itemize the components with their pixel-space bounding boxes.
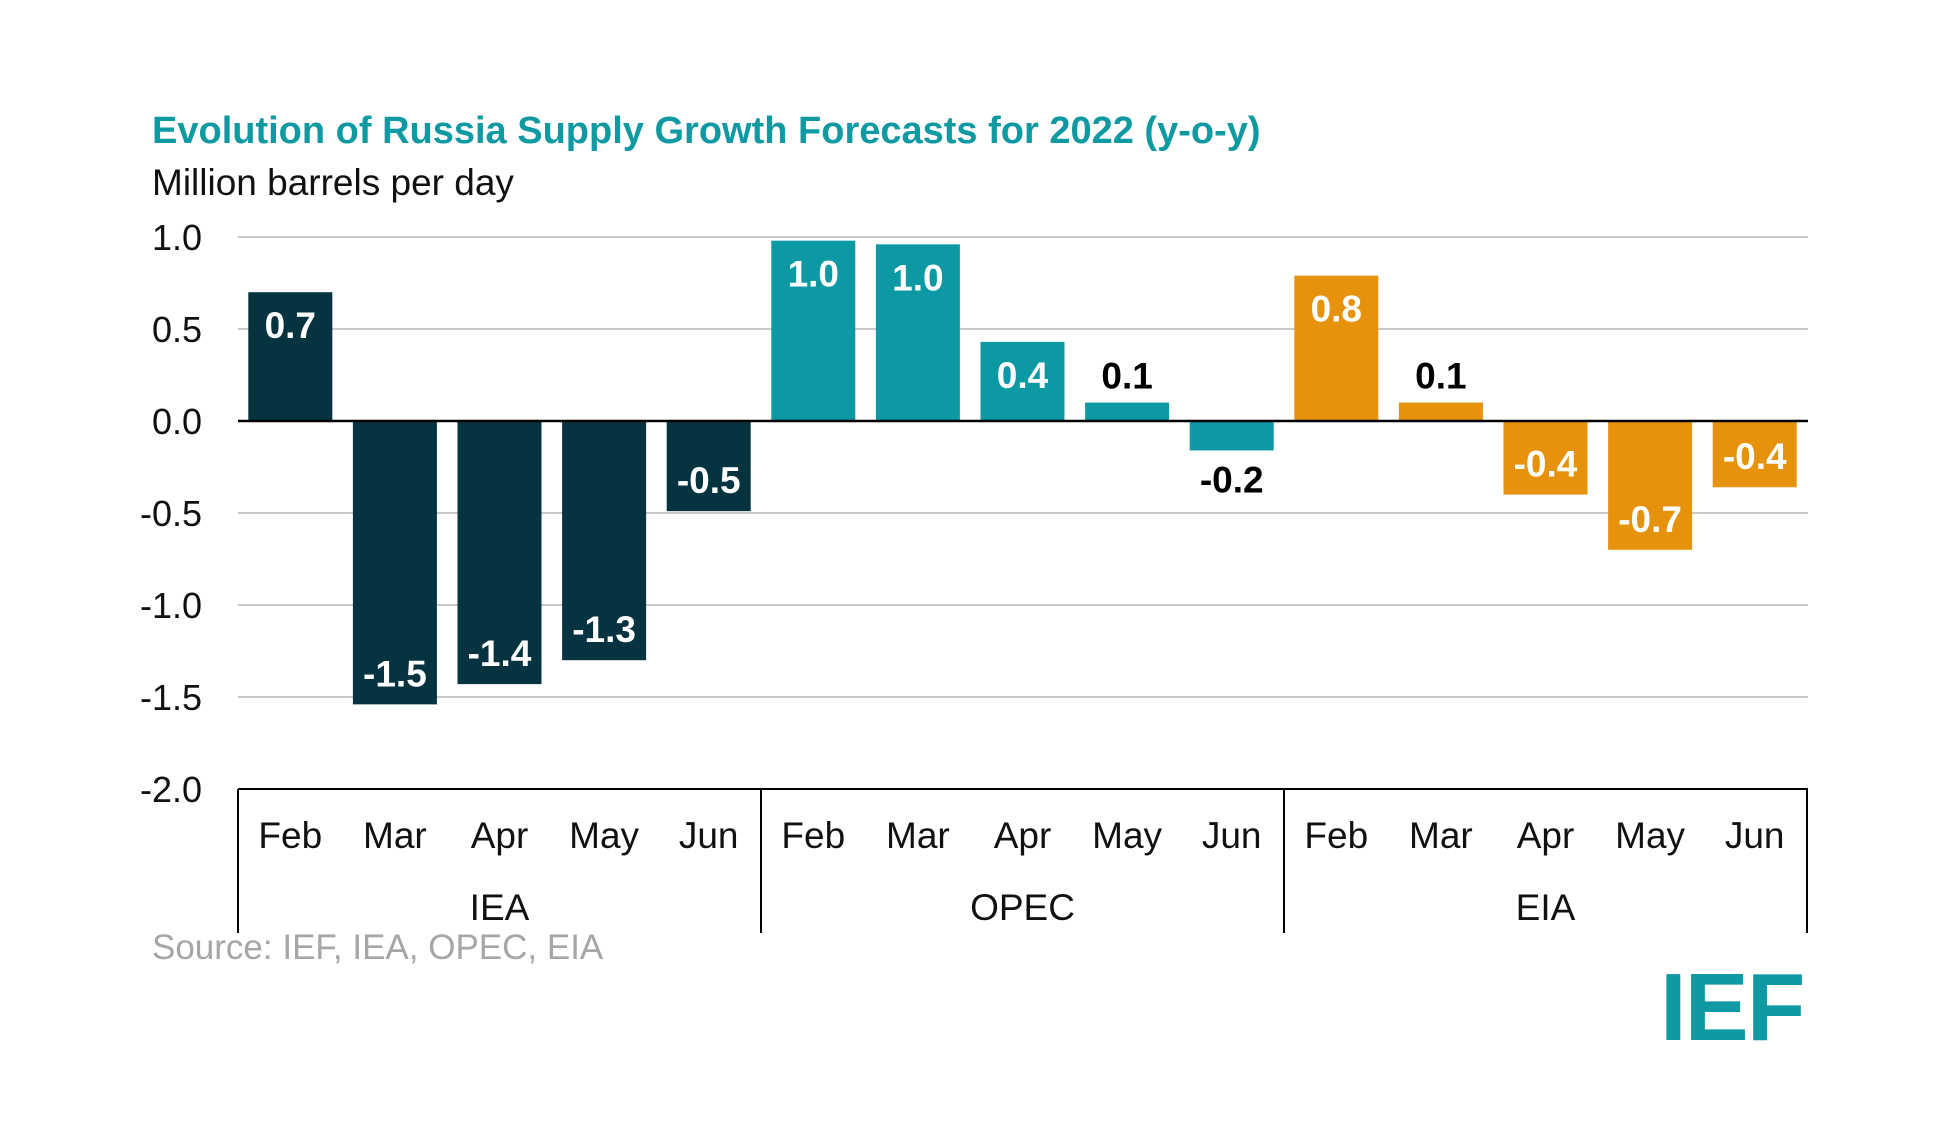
bar-opec-apr <box>980 341 1065 421</box>
data-label: -1.3 <box>572 609 636 650</box>
data-label: -1.5 <box>363 653 427 694</box>
x-tick-label: May <box>1092 815 1162 856</box>
data-label: -0.7 <box>1618 499 1682 540</box>
bar-iea-mar <box>352 421 437 705</box>
x-axis: Feb Mar Apr May Jun Feb Mar Apr May Jun Feb Mar Apr M… <box>237 419 1808 933</box>
chart-subtitle: Million barrels per day <box>152 162 514 203</box>
data-label: 1.0 <box>892 257 943 298</box>
data-label: 1.0 <box>788 254 839 295</box>
bar-eia-feb <box>1294 275 1379 421</box>
data-label: 0.8 <box>1311 289 1362 330</box>
bar-eia-jun <box>1712 421 1797 488</box>
data-label: 0.1 <box>1415 356 1466 397</box>
group-label-iea: IEA <box>470 887 530 928</box>
x-tick-label: Jun <box>679 815 739 856</box>
x-tick-label: Feb <box>258 815 322 856</box>
x-tick-label: Apr <box>1517 815 1575 856</box>
bar-eia-mar <box>1398 402 1483 421</box>
bar-opec-mar <box>875 244 960 421</box>
x-tick-label: Apr <box>471 815 529 856</box>
data-label: 0.7 <box>265 305 316 346</box>
x-tick-label: Feb <box>781 815 845 856</box>
x-tick-label: May <box>569 815 639 856</box>
chart-title: Evolution of Russia Supply Growth Foreca… <box>152 110 1261 152</box>
data-label: -0.4 <box>1514 444 1578 485</box>
bar-opec-jun <box>1189 421 1274 451</box>
data-label: -0.5 <box>677 460 741 501</box>
bar-iea-feb <box>248 292 333 421</box>
source-note: Source: IEF, IEA, OPEC, EIA <box>152 928 604 967</box>
y-tick-label: -0.5 <box>140 493 202 534</box>
x-tick-label: Mar <box>1409 815 1473 856</box>
y-axis-ticks: 1.0 0.5 0.0 -0.5 -1.0 -1.5 -2.0 <box>140 217 202 810</box>
data-labels: 0.7 -1.5 -1.4 -1.3 -0.5 1.0 1.0 0.4 0.1 -0.2 0.8 0.… <box>265 254 1787 695</box>
data-label: 0.1 <box>1101 356 1152 397</box>
y-tick-label: 0.5 <box>152 309 202 350</box>
bar-iea-may <box>562 421 647 661</box>
x-tick-label: Apr <box>994 815 1052 856</box>
y-tick-label: -2.0 <box>140 769 202 810</box>
bar-eia-may <box>1608 421 1693 550</box>
group-label-opec: OPEC <box>970 887 1075 928</box>
x-tick-label: Jun <box>1202 815 1262 856</box>
bar-opec-may <box>1085 402 1170 421</box>
bar-opec-feb <box>771 240 856 421</box>
data-label: 0.4 <box>997 355 1049 396</box>
bars <box>248 240 1797 705</box>
bar-iea-jun <box>666 421 751 512</box>
x-tick-label: Mar <box>363 815 427 856</box>
group-label-eia: EIA <box>1516 887 1576 928</box>
ief-logo-text: IEF <box>1660 968 1803 1048</box>
x-tick-label: Mar <box>886 815 950 856</box>
x-tick-label: May <box>1615 815 1685 856</box>
x-tick-label: Jun <box>1725 815 1785 856</box>
y-tick-label: -1.0 <box>140 585 202 626</box>
ief-logo: IEF <box>1660 968 1805 1048</box>
data-label: -0.4 <box>1723 436 1787 477</box>
data-label: -0.2 <box>1200 459 1264 500</box>
y-tick-label: 0.0 <box>152 401 202 442</box>
y-tick-label: 1.0 <box>152 217 202 258</box>
bar-eia-apr <box>1503 421 1588 495</box>
data-label: -1.4 <box>468 633 532 674</box>
y-tick-label: -1.5 <box>140 677 202 718</box>
bar-iea-apr <box>457 421 542 685</box>
x-tick-label: Feb <box>1304 815 1368 856</box>
